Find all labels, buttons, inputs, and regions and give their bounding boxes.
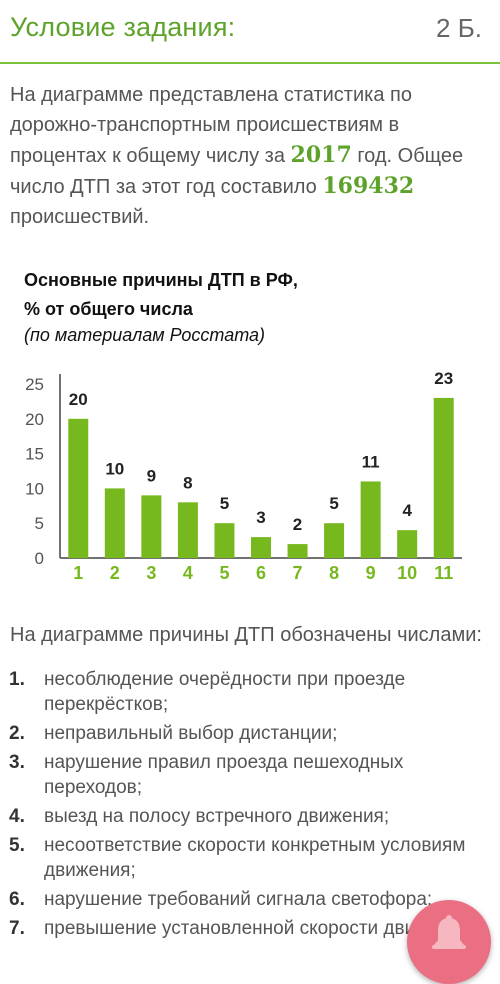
cause-text: несоответствие скорости конкретным услов… bbox=[44, 835, 466, 881]
bar bbox=[397, 530, 418, 558]
cause-text: выезд на полосу встречного движения; bbox=[44, 806, 390, 827]
task-points: 2 Б. bbox=[436, 13, 482, 43]
x-tick-label: 2 bbox=[110, 563, 120, 583]
bar-value-label: 9 bbox=[147, 466, 156, 485]
task-description: На диаграмме представлена статистика по … bbox=[10, 80, 488, 232]
intro-text-3: происшествий. bbox=[10, 206, 150, 228]
causes-heading: На диаграмме причины ДТП обозначены числ… bbox=[10, 624, 482, 646]
cause-number: 4. bbox=[9, 806, 25, 827]
x-tick-label: 7 bbox=[293, 563, 303, 583]
cause-item: 6. нарушение требований сигнала светофора… bbox=[0, 887, 500, 912]
x-tick-label: 4 bbox=[183, 563, 193, 583]
bar bbox=[433, 397, 454, 558]
bar bbox=[324, 523, 345, 558]
causes-list: 1. несоблюдение очерёдности при проезде п… bbox=[0, 667, 500, 945]
cause-text: нарушение требований сигнала светофора; bbox=[44, 889, 433, 910]
bar bbox=[68, 418, 89, 558]
bar bbox=[141, 495, 162, 558]
chart-subtitle: (по материалам Росстата) bbox=[24, 325, 266, 345]
x-tick-label: 11 bbox=[434, 563, 453, 583]
x-tick-label: 3 bbox=[146, 563, 156, 583]
bar-value-label: 8 bbox=[183, 473, 192, 492]
cause-item: 1. несоблюдение очерёдности при проезде п… bbox=[0, 667, 500, 717]
task-header: Условие задания: 2 Б. bbox=[0, 0, 500, 64]
bar bbox=[177, 502, 198, 558]
cause-item: 3. нарушение правил проезда пешеходных пе… bbox=[0, 750, 500, 800]
task-title: Условие задания: bbox=[10, 12, 236, 42]
bar-value-label: 5 bbox=[329, 494, 338, 513]
x-tick-label: 9 bbox=[366, 563, 376, 583]
cause-number: 5. bbox=[9, 835, 25, 856]
cause-item: 7. превышение установленной скорости движ… bbox=[0, 916, 500, 941]
bar-value-label: 20 bbox=[69, 390, 88, 409]
bar bbox=[251, 537, 271, 558]
y-tick-label: 5 bbox=[35, 514, 44, 533]
intro-year: 2017 bbox=[290, 142, 352, 168]
cause-text: неправильный выбор дистанции; bbox=[44, 723, 338, 744]
bar-value-label: 5 bbox=[220, 494, 229, 513]
bar bbox=[104, 488, 125, 558]
y-tick-label: 20 bbox=[25, 410, 44, 429]
cause-text: нарушение правил проезда пешеходных пере… bbox=[44, 752, 404, 798]
notification-button[interactable] bbox=[407, 900, 491, 984]
bar bbox=[360, 481, 381, 558]
chart-title-line-1: Основные причины ДТП в РФ, bbox=[24, 270, 298, 290]
cause-number: 3. bbox=[9, 752, 25, 773]
bar-value-label: 4 bbox=[402, 501, 412, 520]
y-tick-label: 15 bbox=[25, 445, 44, 464]
cause-item: 4. выезд на полосу встречного движения; bbox=[0, 804, 500, 829]
bar-value-label: 2 bbox=[293, 515, 302, 534]
cause-item: 2. неправильный выбор дистанции; bbox=[0, 721, 500, 746]
y-tick-label: 10 bbox=[25, 479, 44, 498]
intro-text-2: год. Общее число ДТП за этот год состави… bbox=[10, 145, 464, 198]
bar-value-label: 23 bbox=[434, 369, 453, 388]
x-tick-label: 6 bbox=[256, 563, 266, 583]
cause-number: 7. bbox=[9, 918, 25, 939]
chart-title-line-2: % от общего числа bbox=[24, 299, 193, 319]
x-tick-label: 10 bbox=[397, 563, 417, 583]
y-tick-label: 25 bbox=[25, 375, 44, 394]
cause-number: 6. bbox=[9, 889, 25, 910]
bar bbox=[214, 523, 235, 558]
bar-value-label: 11 bbox=[362, 452, 380, 471]
x-tick-label: 5 bbox=[219, 563, 229, 583]
bar-value-label: 10 bbox=[105, 459, 124, 478]
intro-total: 169432 bbox=[322, 173, 415, 199]
bar-chart: 0 5 10 15 20 25 20 1 10 2 9 3 8 4 5 5 3 6 2 7 5 8 11 9 4 10 23 11 bbox=[25, 369, 462, 583]
x-tick-label: 1 bbox=[73, 563, 83, 583]
bar bbox=[287, 544, 308, 558]
cause-item: 5. несоответствие скорости конкретным усл… bbox=[0, 833, 500, 883]
bar-value-label: 3 bbox=[256, 508, 265, 527]
cause-number: 2. bbox=[9, 723, 25, 744]
bell-icon bbox=[432, 915, 466, 949]
intro-text-1: На диаграмме представлена статистика по … bbox=[10, 84, 412, 167]
cause-text: превышение установленной скорости движен… bbox=[44, 918, 476, 939]
cause-number: 1. bbox=[9, 669, 25, 690]
chart-title: Основные причины ДТП в РФ, % от общего ч… bbox=[24, 266, 298, 324]
x-tick-label: 8 bbox=[329, 563, 339, 583]
cause-text: несоблюдение очерёдности при проезде пер… bbox=[44, 669, 406, 715]
y-tick-label: 0 bbox=[35, 549, 44, 568]
